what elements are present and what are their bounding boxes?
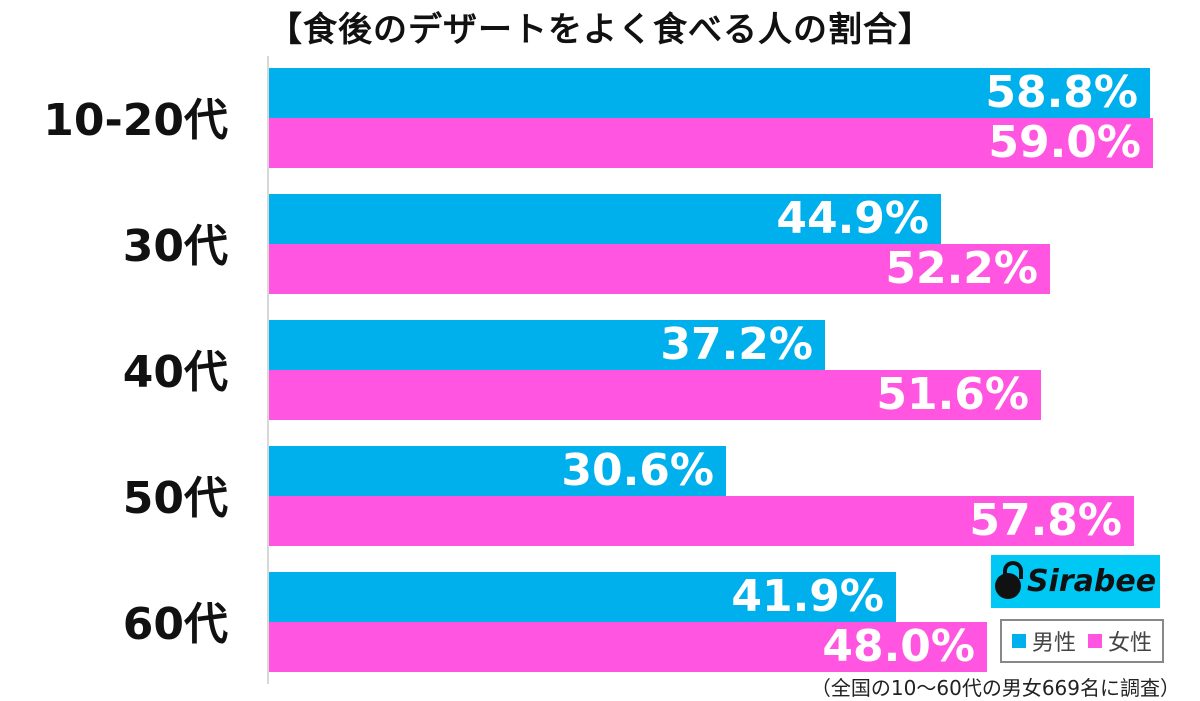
value-label: 37.2% <box>660 319 813 370</box>
male-bar: 41.9% <box>269 572 896 622</box>
category-label: 30代 <box>122 221 228 272</box>
y-axis-line <box>267 56 269 684</box>
value-label: 48.0% <box>822 621 975 672</box>
value-label: 51.6% <box>876 369 1029 420</box>
value-label: 58.8% <box>985 67 1138 118</box>
value-label: 52.2% <box>885 243 1038 294</box>
female-bar: 48.0% <box>269 622 987 672</box>
value-label: 59.0% <box>988 117 1141 168</box>
value-label: 44.9% <box>776 193 929 244</box>
category-label: 10-20代 <box>43 95 228 146</box>
logo-text: Sirabee <box>1026 564 1157 599</box>
male-bar: 30.6% <box>269 446 726 496</box>
male-bar: 58.8% <box>269 68 1150 118</box>
swan-icon <box>994 560 1023 599</box>
female-bar: 59.0% <box>269 118 1153 168</box>
bar-group: 10-20代 58.8% 59.0% <box>0 68 1200 168</box>
male-swatch-icon <box>1011 634 1026 648</box>
legend-male: 男性 <box>1031 631 1076 656</box>
male-bar: 37.2% <box>269 320 825 370</box>
female-bar: 51.6% <box>269 370 1041 420</box>
legend: 男性 女性 <box>1000 619 1164 663</box>
value-label: 30.6% <box>561 445 714 496</box>
sirabee-logo: Sirabee <box>991 555 1160 608</box>
bar-group: 50代 30.6% 57.8% <box>0 446 1200 546</box>
bar-group: 30代 44.9% 52.2% <box>0 194 1200 294</box>
bar-group: 40代 37.2% 51.6% <box>0 320 1200 420</box>
legend-female: 女性 <box>1108 631 1153 656</box>
female-swatch-icon <box>1088 634 1102 648</box>
value-label: 41.9% <box>731 571 884 622</box>
bar-group: 60代 41.9% 48.0% <box>0 572 1200 672</box>
category-label: 60代 <box>122 599 228 650</box>
female-bar: 57.8% <box>269 496 1134 546</box>
category-label: 40代 <box>122 347 228 398</box>
category-label: 50代 <box>122 473 228 524</box>
male-bar: 44.9% <box>269 194 941 244</box>
value-label: 57.8% <box>969 495 1122 546</box>
chart-title: 【食後のデザートをよく食べる人の割合】 <box>268 10 933 50</box>
survey-note: （全国の10〜60代の男女669名に調査） <box>810 676 1180 700</box>
female-bar: 52.2% <box>269 244 1050 294</box>
